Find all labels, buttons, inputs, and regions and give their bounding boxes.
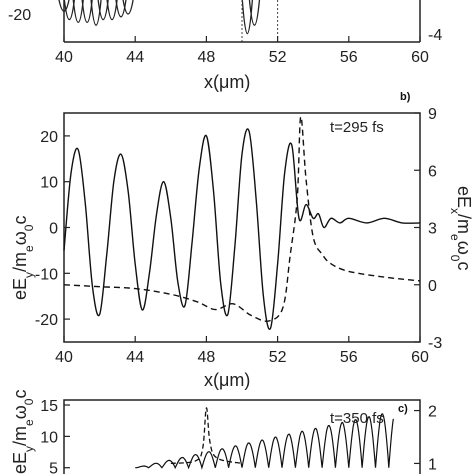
panel-a-trough-9 — [241, 0, 253, 35]
panel-b-ytick-left-label-3: 10 — [40, 175, 58, 192]
panel-b-ticks: 40 44 48 52 56 60 -20 -10 0 10 20 -3 0 3 6 9 — [35, 106, 442, 366]
panel-b-ytick-left-label-1: -10 — [35, 266, 58, 283]
panel-a-xtick-label-4: 56 — [340, 49, 358, 66]
panel-b-xtick-label-0: 40 — [55, 349, 73, 366]
panel-a-trough-4 — [90, 0, 102, 26]
panel-a-xlabel: x(μm) — [204, 72, 250, 92]
panel-c-ylabel-left: eEy/meω0c — [10, 390, 36, 474]
panel-a-series — [58, 0, 279, 42]
panel-c-series-right-dashed — [170, 407, 243, 465]
panel-b-xtick-label-5: 60 — [411, 349, 429, 366]
panel-a-ticks: 40 44 48 52 56 60 — [55, 36, 429, 66]
panel-b-ytick-right-label-2: 3 — [428, 221, 437, 238]
panel-b-xtick-label-3: 52 — [269, 349, 287, 366]
panel-c-series — [135, 407, 394, 470]
panel-a-ytick-left: -20 — [8, 7, 31, 24]
panel-c-series-left-solid — [135, 413, 394, 470]
panel-a-trough-8 — [122, 0, 134, 15]
panel-a-xtick-label-1: 44 — [126, 49, 144, 66]
panel-c-frame — [63, 399, 421, 474]
panel-b-ytick-left-label-2: 0 — [49, 221, 58, 238]
panel-b-ytick-left-label-4: 20 — [40, 129, 58, 146]
panel-b-series-left-solid — [63, 128, 421, 331]
panel-a-trough-10 — [248, 0, 261, 26]
panel-a-xtick-label-0: 40 — [55, 49, 73, 66]
panel-b-ytick-right-label-1: 0 — [428, 278, 437, 295]
panel-a: 40 44 48 52 56 60 -20 -4 x(μm) — [8, 0, 442, 92]
panel-a-trough-7 — [115, 0, 127, 18]
panel-a-ytick-right: -4 — [428, 27, 442, 44]
panel-a-xtick-label-5: 60 — [411, 49, 429, 66]
panel-b-xlabel: x(μm) — [204, 370, 250, 390]
panel-c-time-annotation: t=350 fs — [330, 410, 384, 427]
panel-b-time-annotation: t=295 fs — [330, 119, 384, 136]
panel-c-ytick-left-label-1: 10 — [40, 429, 58, 446]
panel-b-ytick-right-label-3: 6 — [428, 163, 437, 180]
panel-a-trough-5 — [97, 0, 109, 21]
panel-a-trough-3 — [81, 0, 93, 24]
panel-b-series-right-dashed — [63, 116, 421, 322]
panel-b-ytick-left-label-0: -20 — [35, 312, 58, 329]
panel-b-tag: b) — [400, 91, 411, 103]
panel-c-ytick-right-label-1: 1 — [428, 456, 437, 473]
panel-c-ytick-left-label-0: 15 — [40, 398, 58, 415]
panel-c: 15 10 5 2 1 c) t=350 fs eEy/meω0c — [10, 390, 437, 474]
panel-b-xtick-label-2: 48 — [198, 349, 216, 366]
panel-b-xtick-label-1: 44 — [126, 349, 144, 366]
panel-a-trough-6 — [106, 0, 118, 21]
panel-a-trough-2 — [72, 0, 84, 24]
panel-b-series — [63, 116, 421, 331]
panel-b-ytick-right-label-4: 9 — [428, 106, 437, 123]
panel-b-ytick-right-label-0: -3 — [428, 335, 442, 352]
panel-c-tag: c) — [398, 403, 408, 415]
panel-b-xtick-label-4: 56 — [340, 349, 358, 366]
panel-b-ylabel-left: eEy/meω0c — [10, 216, 36, 300]
panel-a-trough-1 — [63, 0, 75, 21]
panel-a-xtick-label-2: 48 — [198, 49, 216, 66]
panel-c-ytick-left-label-2: 5 — [49, 461, 58, 474]
panel-c-ytick-right-label-0: 2 — [428, 404, 437, 421]
panel-b: 40 44 48 52 56 60 -20 -10 0 10 20 -3 0 3 6 9 b) t=295 f… — [10, 91, 474, 390]
panel-c-ticks: 15 10 5 2 1 — [40, 398, 437, 474]
panel-a-xtick-label-3: 52 — [269, 49, 287, 66]
panel-b-ylabel-right: eEx/meω0c — [448, 186, 474, 270]
panel-b-frame — [63, 112, 421, 343]
